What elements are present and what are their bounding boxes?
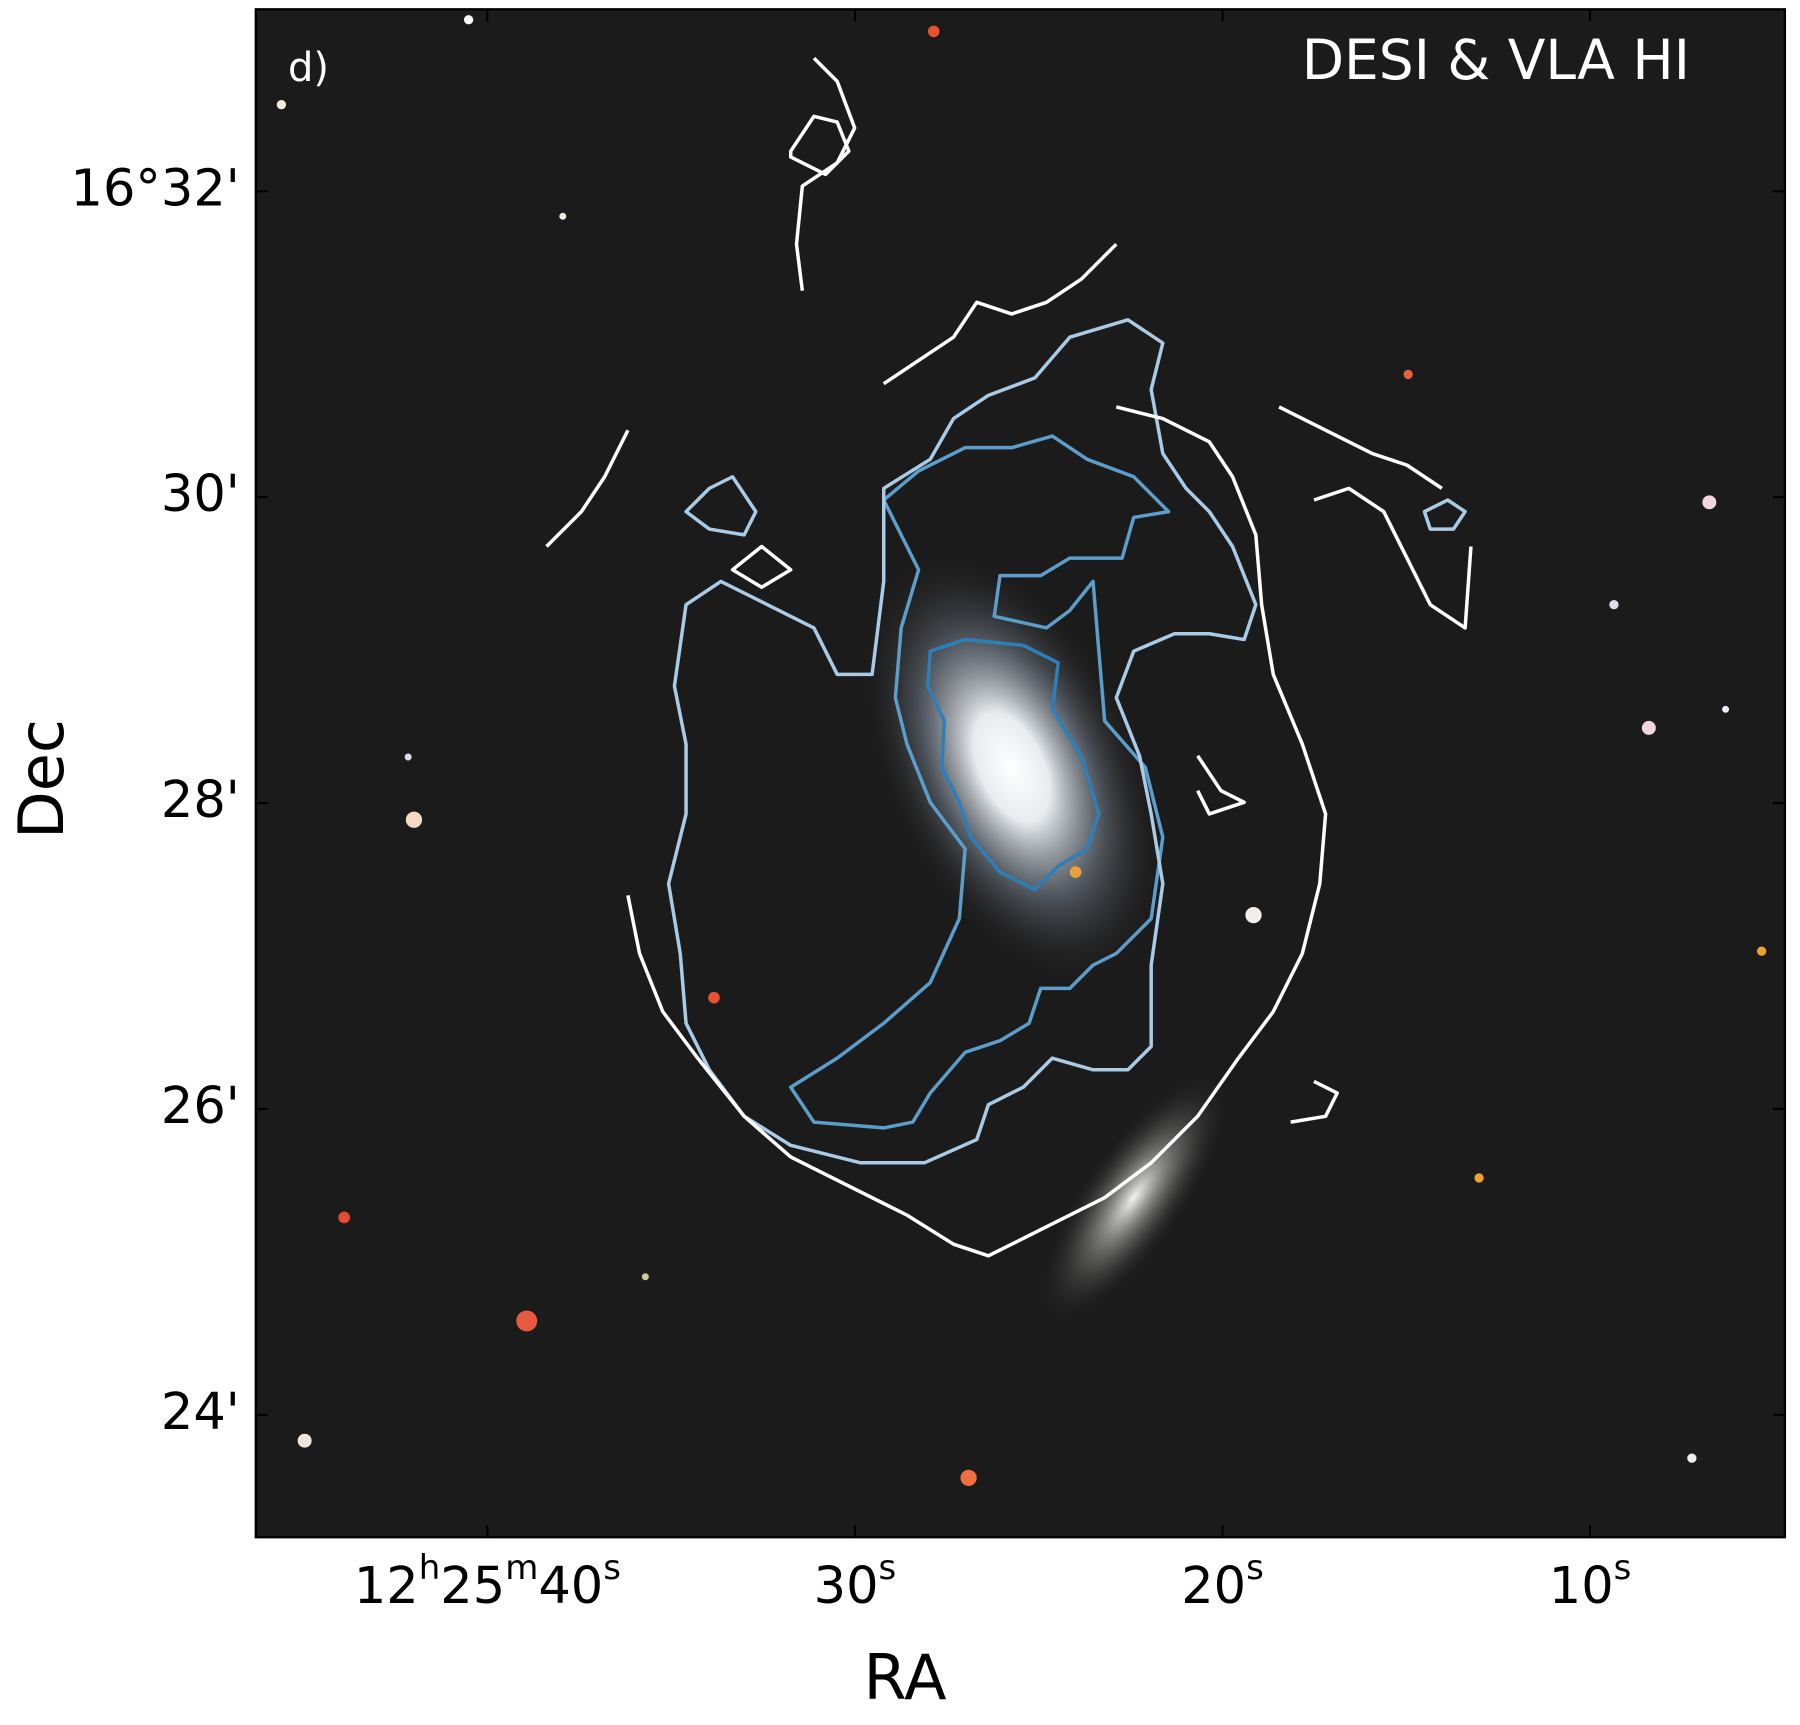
x-tick-label: 30s [814, 1548, 897, 1617]
axes: 12h25m40s 30s 20s 10s 16°32' 30' 28' 26' 24' [71, 9, 1785, 1616]
x-axis-label: RA [864, 1641, 947, 1714]
y-tick-label: 30' [161, 465, 240, 524]
annotation: DESI & VLA HI [1302, 28, 1690, 92]
panel-label: d) [288, 45, 329, 91]
x-tick-label: 10s [1549, 1548, 1632, 1617]
x-tick-label: 12h25m40s [354, 1548, 621, 1617]
y-tick-label: 26' [161, 1077, 240, 1136]
stars [276, 15, 1767, 1487]
y-tick-label: 28' [161, 771, 240, 830]
hi-contours [545, 56, 1473, 1258]
y-tick-label: 16°32' [71, 159, 240, 218]
plot-frame [254, 8, 1787, 1539]
x-tick-label: 20s [1181, 1548, 1264, 1617]
sky-image [254, 8, 1787, 1539]
y-tick-label: 24' [161, 1383, 240, 1442]
y-axis-label: Dec [5, 719, 78, 839]
